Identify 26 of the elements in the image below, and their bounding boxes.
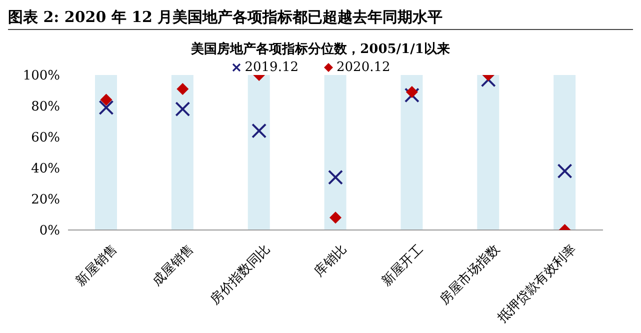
x-tick-label: 房屋市场指数 — [436, 241, 503, 308]
point — [98, 100, 114, 116]
x-tick-label: 成屋销售 — [150, 242, 198, 290]
point — [328, 170, 343, 185]
point — [557, 164, 572, 179]
point — [406, 86, 418, 98]
x-tick-label: 新屋开工 — [379, 242, 426, 290]
y-tick-label: 80% — [31, 100, 60, 115]
x-tick-label: 新屋销售 — [73, 242, 121, 290]
y-tick-label: 20% — [31, 192, 60, 208]
point — [100, 94, 112, 106]
y-tick-label: 40% — [31, 162, 60, 177]
y-tick-label: 0% — [39, 224, 60, 239]
point — [175, 102, 190, 117]
chart-title: 图表 2: 2020 年 12 月美国地产各项指标都已超越去年同期水平 — [8, 8, 633, 30]
y-tick-label: 100% — [22, 68, 60, 84]
chart-subtitle: 美国房地产各项指标分位数，2005/1/1以来 — [190, 40, 451, 58]
point — [330, 212, 342, 224]
x-tick-label: 房价指数同比 — [207, 241, 274, 308]
y-tick-label: 60% — [31, 130, 60, 146]
legend-label: 2020.12 — [336, 60, 390, 75]
point — [176, 82, 189, 95]
legend-label: 2019.12 — [244, 60, 298, 75]
point — [252, 123, 267, 138]
x-tick-label: 库销比 — [312, 242, 350, 280]
point — [404, 88, 420, 103]
